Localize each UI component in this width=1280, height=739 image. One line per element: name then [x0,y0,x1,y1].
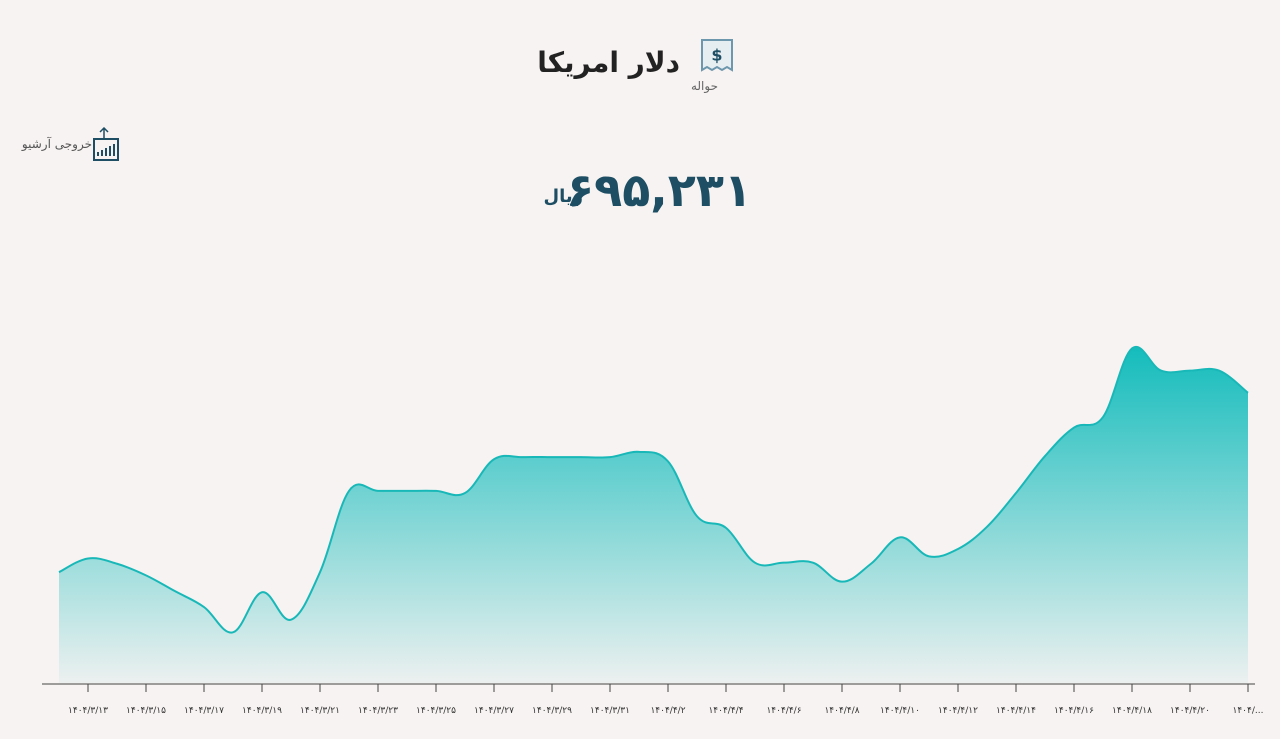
line [58,345,1249,634]
subtitle: حواله [691,79,718,94]
x-tick-label: ۱۴۰۴/۳/۱۹ [242,706,282,716]
x-tick-label: ۱۴۰۴/۳/۲۳ [358,706,398,716]
x-tick-label: ۱۴۰۴/۴/۱۲ [938,706,978,716]
title: دلار امریکا [537,46,680,79]
x-tick-label: ۱۴۰۴/۳/۲۵ [416,706,456,716]
price: ۶۹۵,۲۳۱ [566,163,752,217]
svg-text:$: $ [711,46,722,65]
x-tick-label: ۱۴۰۴/۴/۸ [824,706,859,716]
x-tick-label: ۱۴۰۴/۴/۱۸ [1112,706,1152,716]
x-tick-label: ۱۴۰۴/۳/۲۱ [300,706,340,716]
x-tick-label: ۱۴۰۴/۴/۴ [708,706,743,716]
export-icon[interactable] [93,126,119,161]
export-label[interactable]: خروجی آرشیو [21,136,92,152]
x-tick-label: ۱۴۰۴/۴/۱۰ [880,706,920,716]
x-tick-label: ۱۴۰۴/۳/۲۹ [532,706,572,716]
area [59,346,1248,683]
x-tick-label: ۱۴۰۴/۳/۳۱ [590,706,630,716]
x-tick-label: ۱۴۰۴/۴/۲ [650,706,685,716]
x-tick-label: ۱۴۰۴/۴/۶ [766,706,801,716]
x-tick-label: ۱۴۰۴/۴/۱۴ [996,706,1036,716]
price-unit: ریال [544,186,584,207]
x-tick-label: ۱۴۰۴/۳/۱۵ [126,706,166,716]
x-tick-label: ۱۴۰۴/۳/۱۷ [184,706,224,716]
x-tick-label: ۱۴۰۴/۳/۱۳ [68,706,108,716]
x-tick-label: ۱۴۰۴/... [1233,706,1264,716]
x-tick-label: ۱۴۰۴/۴/۱۶ [1054,706,1094,716]
x-tick-label: ۱۴۰۴/۴/۲۰ [1170,706,1210,716]
dollar-icon: $ [701,39,733,72]
x-tick-label: ۱۴۰۴/۳/۲۷ [474,706,514,716]
